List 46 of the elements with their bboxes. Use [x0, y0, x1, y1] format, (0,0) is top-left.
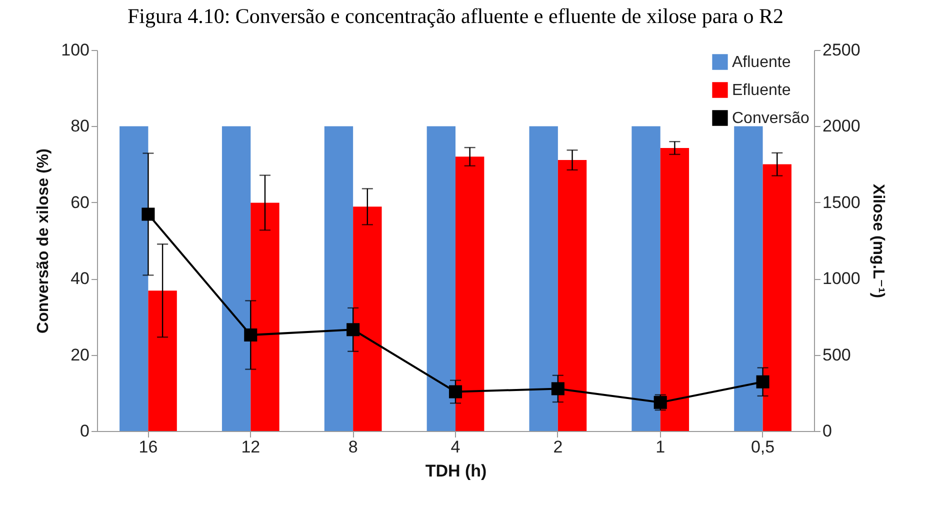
x-axis-title: TDH (h) — [425, 462, 487, 480]
y-tick-label: 100 — [61, 40, 90, 60]
y2-axis-title: Xilose (mg.L⁻¹) — [869, 184, 886, 298]
y2-tick-label: 0 — [822, 422, 832, 440]
y-tick-label: 0 — [80, 422, 90, 440]
bar — [250, 202, 280, 431]
y-tick-label: 40 — [70, 269, 90, 288]
legend-label: Afluente — [732, 54, 791, 71]
y2-tick-label: 2500 — [822, 40, 860, 60]
point — [448, 385, 462, 398]
y2-tick-label: 1500 — [822, 192, 860, 212]
bar — [426, 126, 456, 431]
chart-title: Figura 4.10: Conversão e concentração afluente e efluente de xilose para o R2 — [128, 4, 784, 28]
bar — [632, 126, 660, 431]
x-tick-label: 8 — [348, 438, 358, 456]
bar — [353, 206, 382, 431]
bar — [762, 164, 792, 431]
y-tick-label: 60 — [70, 192, 90, 212]
bar — [324, 126, 354, 431]
point — [346, 323, 360, 336]
x-tick-label: 0,5 — [750, 438, 775, 456]
x-tick-label: 1 — [656, 438, 666, 456]
bar — [660, 148, 690, 431]
y-tick-label: 80 — [70, 116, 90, 136]
x-tick-label: 4 — [450, 438, 460, 456]
point — [756, 375, 770, 388]
y2-tick-label: 1000 — [822, 269, 860, 288]
bar — [529, 126, 558, 431]
x-tick-label: 12 — [241, 438, 260, 456]
point — [244, 328, 258, 342]
bar — [734, 126, 763, 431]
bar — [558, 160, 587, 431]
bar — [222, 126, 251, 431]
y-tick-label: 20 — [70, 345, 90, 364]
point — [551, 382, 564, 396]
bar — [120, 126, 148, 431]
y-axis-title: Conversão de xilose (%) — [35, 148, 52, 334]
legend-label: Conversão — [732, 110, 810, 127]
y2-tick-label: 2000 — [822, 116, 860, 136]
y2-tick-label: 500 — [822, 345, 851, 364]
x-tick-label: 2 — [553, 438, 563, 456]
bar — [148, 290, 177, 431]
legend-label: Efluente — [732, 82, 791, 99]
x-tick-label: 16 — [138, 438, 158, 456]
bar — [456, 156, 484, 431]
point — [142, 208, 155, 221]
